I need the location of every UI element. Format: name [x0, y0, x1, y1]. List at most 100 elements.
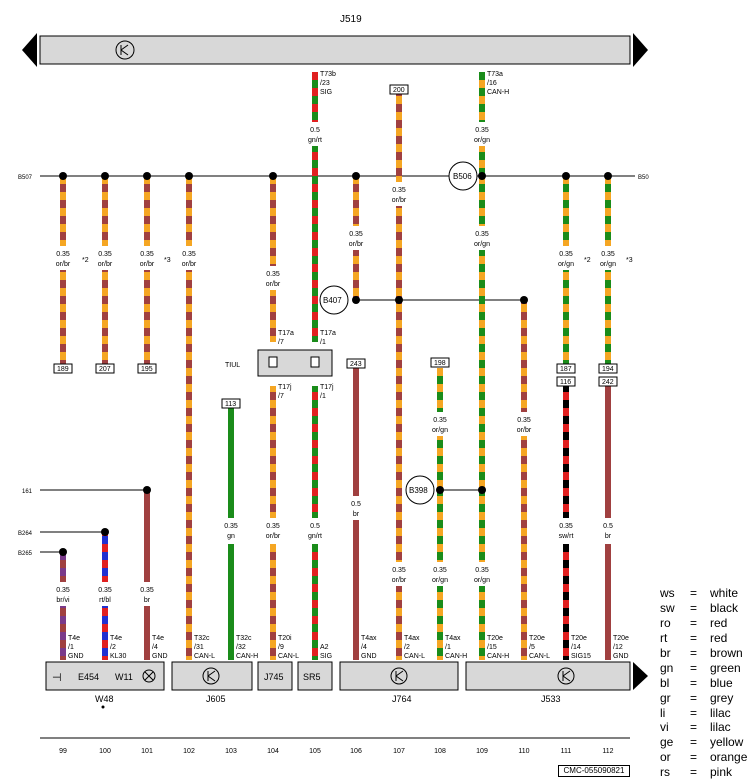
svg-text:189: 189	[57, 366, 69, 373]
wire-111-a	[563, 176, 569, 246]
wire-111-b	[563, 270, 569, 364]
wire-109-b	[479, 146, 485, 226]
legend-code: ge	[660, 735, 674, 750]
legend-code: ro	[660, 616, 671, 631]
svg-text:T32c: T32c	[236, 635, 252, 642]
svg-text:CAN-L: CAN-L	[404, 653, 425, 660]
bus-label-b265: B265	[18, 551, 33, 557]
svg-text:T4ax: T4ax	[404, 635, 420, 642]
legend-name: black	[710, 601, 739, 616]
component-sr5	[297, 661, 333, 691]
svg-text:/1: /1	[320, 393, 326, 400]
splice-b407	[319, 285, 349, 315]
legend-eq: =	[690, 601, 698, 616]
svg-text:or/br: or/br	[266, 533, 281, 540]
legend-code: gn	[660, 660, 674, 675]
legend-name: yellow	[710, 735, 744, 750]
bus-label-b507: B507	[18, 175, 33, 181]
legend-code: br	[660, 646, 671, 660]
box-200	[389, 84, 409, 95]
footnote-2b: *2	[584, 257, 591, 264]
svg-text:0.5: 0.5	[310, 523, 320, 530]
tiul-label: TIUL	[225, 362, 240, 369]
switch-icon: ⊣	[52, 672, 62, 684]
legend-row: sw = black	[660, 601, 756, 616]
legend-code: sw	[660, 601, 675, 616]
svg-text:0.35: 0.35	[392, 567, 406, 574]
svg-text:J533: J533	[541, 694, 561, 704]
wire-104-d	[270, 544, 276, 660]
j519-label: J519	[340, 14, 362, 25]
junction-dots	[59, 172, 612, 556]
tiul-pin-1	[310, 356, 320, 368]
legend-code: rs	[660, 765, 670, 780]
svg-text:or/gn: or/gn	[474, 137, 490, 144]
wire-100-top2	[102, 270, 108, 364]
legend-row: rt = red	[660, 631, 756, 646]
svg-text:CAN-L: CAN-L	[529, 653, 550, 660]
svg-text:/15: /15	[487, 644, 497, 651]
legend-code: or	[660, 750, 671, 765]
wire-111-c	[563, 386, 569, 518]
wire-100-low-a	[102, 532, 108, 582]
legend-name: lilac	[710, 720, 731, 735]
legend-code: vi	[660, 720, 669, 735]
legend-eq: =	[690, 750, 698, 765]
wire-106-d	[353, 520, 359, 660]
svg-text:or/br: or/br	[98, 261, 113, 268]
svg-text:/32: /32	[236, 644, 246, 651]
can-icon-j533	[557, 667, 575, 685]
svg-text:194: 194	[602, 366, 614, 373]
legend-row: bl = blue	[660, 675, 756, 690]
svg-text:0.35: 0.35	[98, 251, 112, 258]
svg-text:101: 101	[141, 748, 153, 755]
svg-text:0.35: 0.35	[392, 187, 406, 194]
svg-text:E454: E454	[78, 672, 99, 682]
svg-text:rt/bl: rt/bl	[99, 597, 111, 604]
splice-b506-label: B506	[453, 172, 472, 181]
wire-107-b	[396, 206, 402, 562]
splice-b398	[405, 475, 435, 505]
component-e454-w11	[45, 661, 165, 691]
bus-label-b50: B50	[638, 175, 649, 181]
legend-eq: =	[690, 765, 698, 780]
svg-text:/7: /7	[278, 393, 284, 400]
svg-text:113: 113	[225, 401, 236, 408]
j533-arrow-icon	[633, 662, 648, 690]
wire-107-a	[396, 94, 402, 182]
wire-106-b	[353, 250, 359, 300]
svg-text:or/gn: or/gn	[432, 427, 448, 434]
svg-text:0.35: 0.35	[56, 587, 70, 594]
legend-name: grey	[710, 690, 734, 705]
splice-b506	[448, 161, 478, 191]
svg-text:GND: GND	[68, 653, 84, 660]
legend-name: pink	[710, 765, 733, 780]
svg-text:T4ax: T4ax	[361, 635, 377, 642]
svg-text:CAN-H: CAN-H	[487, 653, 509, 660]
legend-row: ro = red	[660, 616, 756, 631]
svg-text:198: 198	[434, 360, 446, 367]
svg-text:or/br: or/br	[517, 427, 532, 434]
wire-109-d	[479, 586, 485, 660]
wire-105-d	[312, 544, 318, 660]
svg-text:109: 109	[476, 748, 488, 755]
wire-110-a	[521, 300, 527, 412]
svg-text:/4: /4	[361, 644, 367, 651]
legend-code: ws	[660, 586, 675, 601]
svg-text:107: 107	[393, 748, 405, 755]
legend-eq: =	[690, 705, 698, 720]
wire-101-top	[144, 176, 150, 246]
svg-text:0.35: 0.35	[140, 251, 154, 258]
wire-112-c	[605, 386, 611, 518]
legend-eq: =	[690, 646, 698, 660]
svg-text:0.35: 0.35	[349, 231, 363, 238]
wire-105-a	[312, 72, 318, 122]
legend-name: blue	[710, 675, 733, 690]
wire-103-b	[228, 544, 234, 660]
svg-text:0.35: 0.35	[475, 127, 489, 134]
svg-text:T4e: T4e	[110, 635, 122, 642]
svg-text:103: 103	[225, 748, 237, 755]
component-j764	[339, 661, 459, 691]
svg-text:T20e: T20e	[529, 635, 545, 642]
svg-text:or/br: or/br	[392, 577, 407, 584]
